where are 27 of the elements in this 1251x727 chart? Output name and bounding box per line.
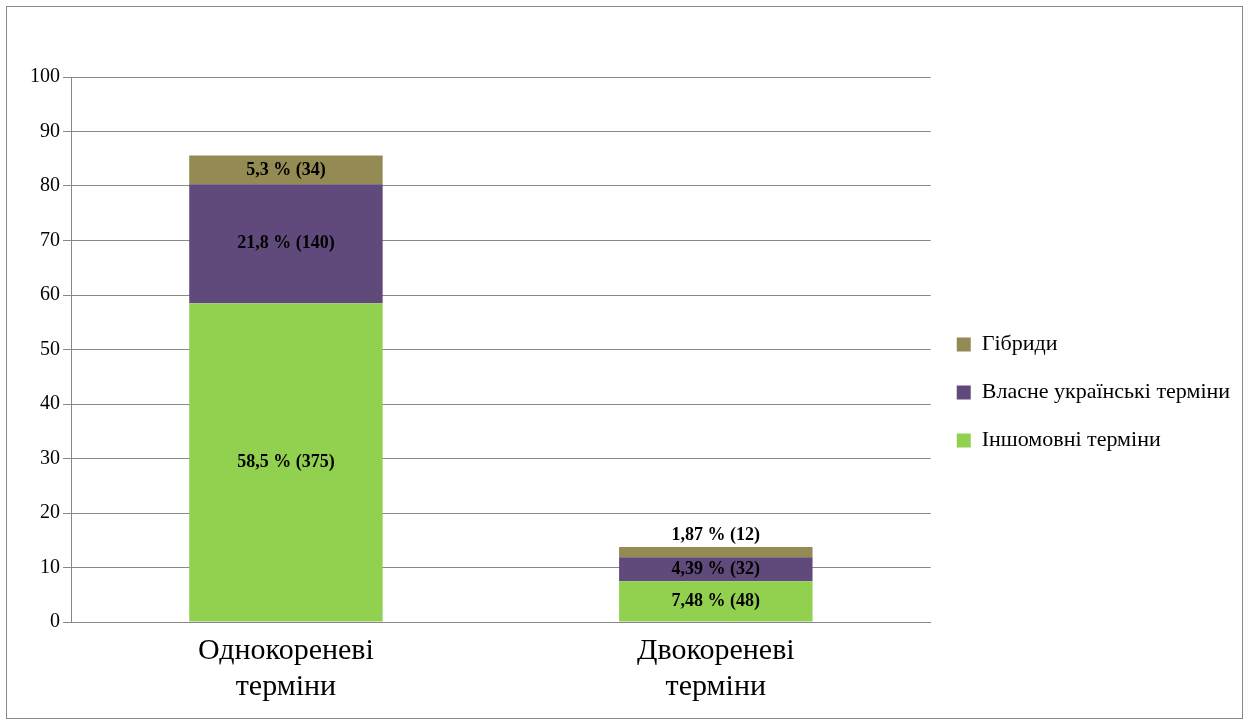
data-label: 1,87 % (12): [671, 523, 761, 545]
data-label: 21,8 % (140): [237, 232, 335, 254]
legend-label: Іншомовні терміни: [981, 426, 1161, 452]
bar: [619, 547, 813, 558]
y-tick-label: 60: [40, 282, 60, 305]
y-tick-label: 0: [50, 609, 60, 632]
y-tick-label: 50: [40, 336, 60, 359]
legend-label: Гібриди: [981, 330, 1058, 356]
y-tick-label: 70: [40, 227, 60, 250]
y-tick-label: 40: [40, 391, 60, 414]
data-label: 4,39 % (32): [671, 557, 761, 579]
y-tick-label: 10: [40, 554, 60, 577]
y-tick-label: 80: [40, 173, 60, 196]
bar: [619, 581, 813, 622]
data-label: 7,48 % (48): [671, 590, 761, 612]
x-tick-label: Двокореневі терміни: [636, 631, 795, 701]
x-tick-label: Однокореневі терміни: [198, 631, 374, 701]
y-tick-label: 100: [30, 64, 60, 87]
data-label: 58,5 % (375): [237, 450, 335, 472]
y-tick-label: 30: [40, 445, 60, 468]
bar: [189, 155, 383, 185]
y-tick-label: 20: [40, 500, 60, 523]
legend-label: Власне українські терміни: [981, 378, 1231, 404]
bar: [189, 303, 383, 622]
bar: [189, 184, 383, 304]
data-label: 5,3 % (34): [246, 158, 326, 180]
y-tick-label: 90: [40, 118, 60, 141]
